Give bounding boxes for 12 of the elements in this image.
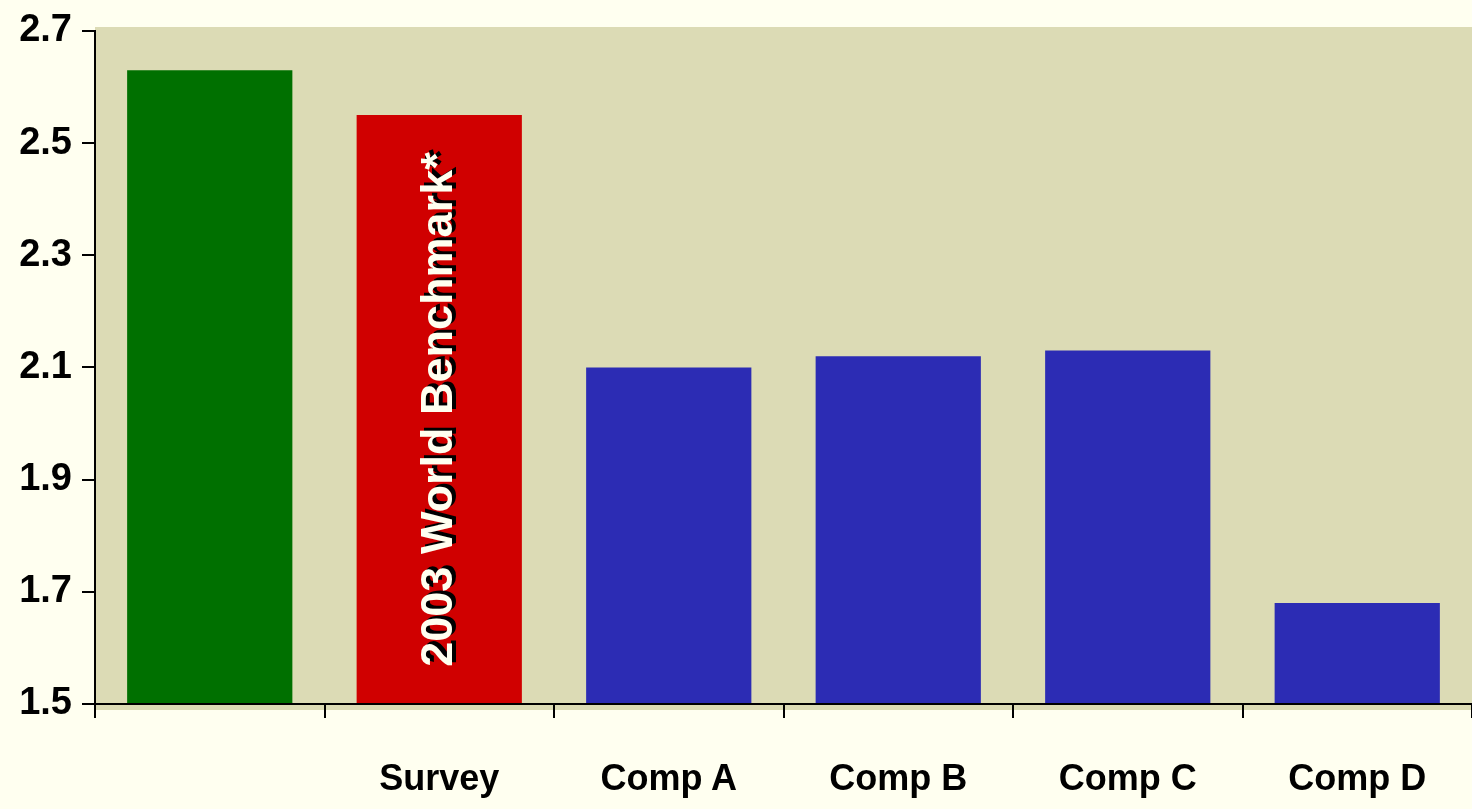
x-tick-label: Survey bbox=[379, 756, 500, 798]
y-tick-label: 1.7 bbox=[19, 568, 72, 611]
x-tick-label: Comp B bbox=[829, 756, 968, 798]
x-tick-label: Comp D bbox=[1288, 756, 1427, 798]
y-tick-label: 1.5 bbox=[19, 680, 72, 723]
y-tick-label: 1.9 bbox=[19, 456, 72, 499]
x-tick-label: Comp C bbox=[1058, 756, 1197, 798]
y-tick-label: 2.7 bbox=[19, 7, 72, 50]
y-tick-label: 2.3 bbox=[19, 231, 72, 274]
y-tick-label: 2.5 bbox=[19, 119, 72, 162]
x-tick-label: Comp A bbox=[600, 756, 738, 798]
y-tick-label: 2.1 bbox=[19, 343, 72, 386]
